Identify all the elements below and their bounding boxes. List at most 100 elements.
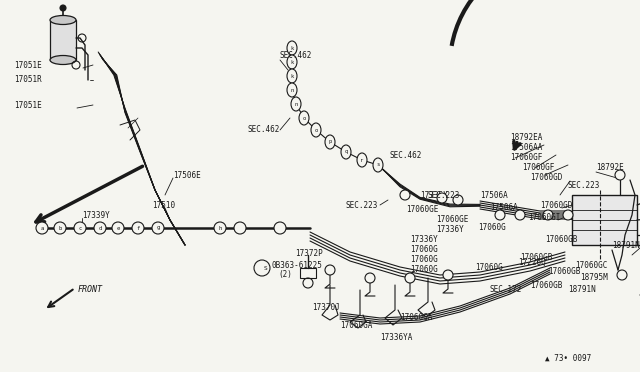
Circle shape — [152, 222, 164, 234]
Text: 18795M: 18795M — [580, 273, 608, 282]
Circle shape — [365, 273, 375, 283]
Text: k: k — [291, 60, 294, 64]
Text: SEC.462: SEC.462 — [280, 51, 312, 60]
Text: 18791NA: 18791NA — [612, 241, 640, 250]
Text: 17060GB: 17060GB — [530, 280, 563, 289]
Text: 17060G: 17060G — [478, 224, 506, 232]
Circle shape — [60, 5, 66, 11]
Text: SEC.223: SEC.223 — [428, 190, 460, 199]
Text: FRONT: FRONT — [78, 285, 103, 295]
Text: 17060GF: 17060GF — [510, 154, 542, 163]
Text: 17336Y: 17336Y — [410, 235, 438, 244]
Text: o: o — [302, 115, 306, 121]
Text: 17060GC: 17060GC — [575, 260, 607, 269]
Text: SEC.462: SEC.462 — [248, 125, 280, 135]
Circle shape — [74, 222, 86, 234]
Text: 17060GD: 17060GD — [530, 173, 563, 183]
Ellipse shape — [50, 16, 76, 25]
Text: 17335X: 17335X — [420, 190, 448, 199]
Ellipse shape — [373, 158, 383, 172]
Text: 17060GD: 17060GD — [540, 201, 572, 209]
Text: k: k — [291, 74, 294, 78]
Text: (2): (2) — [278, 270, 292, 279]
Text: 17370J: 17370J — [312, 304, 340, 312]
Text: a: a — [40, 225, 44, 231]
Text: 17051E: 17051E — [14, 100, 42, 109]
Circle shape — [543, 210, 553, 220]
Text: 17510: 17510 — [152, 201, 175, 209]
Circle shape — [36, 222, 48, 234]
Text: 17060GE: 17060GE — [406, 205, 438, 215]
Bar — [50, 20, 76, 60]
Ellipse shape — [287, 55, 297, 69]
Circle shape — [617, 270, 627, 280]
Text: n: n — [294, 102, 298, 106]
Text: 17336Y: 17336Y — [436, 225, 464, 234]
Text: 17051E: 17051E — [14, 61, 42, 70]
Text: r: r — [360, 157, 364, 163]
Text: n: n — [291, 87, 294, 93]
Text: f: f — [136, 225, 140, 231]
Text: S: S — [263, 266, 267, 270]
Ellipse shape — [341, 145, 351, 159]
Circle shape — [132, 222, 144, 234]
Circle shape — [437, 193, 447, 203]
Bar — [300, 268, 316, 278]
Text: h: h — [218, 225, 221, 231]
Circle shape — [443, 270, 453, 280]
Text: 17060G: 17060G — [410, 266, 438, 275]
Circle shape — [405, 273, 415, 283]
Text: b: b — [58, 225, 61, 231]
Circle shape — [325, 265, 335, 275]
Text: q: q — [344, 150, 348, 154]
Circle shape — [214, 222, 226, 234]
Circle shape — [54, 222, 66, 234]
Text: 17506A: 17506A — [480, 190, 508, 199]
Circle shape — [495, 210, 505, 220]
Text: 18792EA: 18792EA — [510, 134, 542, 142]
Circle shape — [94, 222, 106, 234]
Circle shape — [274, 222, 286, 234]
Ellipse shape — [287, 83, 297, 97]
Circle shape — [234, 222, 246, 234]
Text: 17060G: 17060G — [410, 246, 438, 254]
Text: k: k — [291, 45, 294, 51]
Ellipse shape — [287, 41, 297, 55]
Circle shape — [453, 195, 463, 205]
Ellipse shape — [357, 153, 367, 167]
Text: g: g — [156, 225, 159, 231]
Ellipse shape — [325, 135, 335, 149]
Text: 17372P: 17372P — [295, 248, 323, 257]
Bar — [572, 195, 637, 245]
Text: c: c — [78, 225, 82, 231]
Circle shape — [615, 170, 625, 180]
Text: s: s — [376, 163, 380, 167]
Ellipse shape — [299, 111, 309, 125]
Text: 17060G: 17060G — [410, 256, 438, 264]
Circle shape — [563, 210, 573, 220]
Circle shape — [112, 222, 124, 234]
Text: 17339Y: 17339Y — [82, 211, 109, 219]
Text: 17060GB: 17060GB — [548, 267, 580, 276]
Text: 18792E: 18792E — [596, 164, 624, 173]
Text: 17060GB: 17060GB — [520, 253, 552, 263]
Text: 17060GB: 17060GB — [545, 235, 577, 244]
Ellipse shape — [291, 97, 301, 111]
Text: 17060GE: 17060GE — [436, 215, 468, 224]
Text: 17506AA: 17506AA — [510, 144, 542, 153]
Text: 17506A: 17506A — [490, 203, 518, 212]
Text: 17060GA: 17060GA — [400, 314, 433, 323]
Text: 17506E: 17506E — [173, 170, 201, 180]
Text: 0B363-61225: 0B363-61225 — [272, 260, 323, 269]
Text: 17336YA: 17336YA — [380, 334, 412, 343]
Text: 18791N: 18791N — [568, 285, 596, 295]
Ellipse shape — [311, 123, 321, 137]
Text: 17060GA: 17060GA — [340, 321, 372, 330]
Text: 17051R: 17051R — [14, 76, 42, 84]
Text: SEC.223: SEC.223 — [345, 201, 378, 209]
Text: 17060GF: 17060GF — [522, 164, 554, 173]
Ellipse shape — [50, 55, 76, 64]
Text: e: e — [116, 225, 120, 231]
Text: 17060G: 17060G — [475, 263, 503, 273]
Text: SEC.223: SEC.223 — [568, 180, 600, 189]
